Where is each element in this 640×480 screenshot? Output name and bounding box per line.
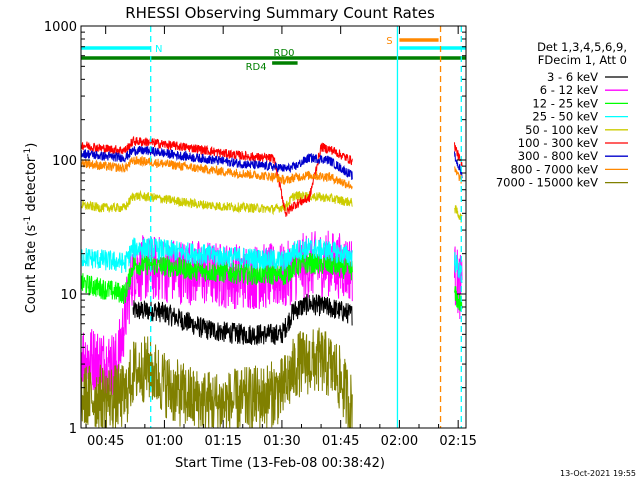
series-line xyxy=(80,251,463,312)
band-label: N xyxy=(155,44,162,55)
series-line xyxy=(80,327,353,429)
legend-header-2: FDecim 1, Att 0 xyxy=(538,53,627,67)
y-axis-label-sup2: -1 xyxy=(23,148,33,157)
legend-label: 25 - 50 keV xyxy=(532,110,598,124)
x-tick-label: 00:45 xyxy=(87,434,124,449)
series-line xyxy=(80,145,463,180)
x-axis-ticks: 00:45 01:00 01:15 01:30 01:45 02:00 02:15 xyxy=(85,26,477,449)
legend-label: 7000 - 15000 keV xyxy=(496,176,598,190)
y-axis-ticks: 1 10 100 1000 xyxy=(44,20,466,437)
band-label: S xyxy=(386,36,392,47)
legend-label: 300 - 800 keV xyxy=(518,149,598,163)
chart-title: RHESSI Observing Summary Count Rates xyxy=(125,4,435,22)
y-tick-label: 10 xyxy=(60,288,77,303)
x-tick-label: 01:00 xyxy=(146,434,183,449)
y-axis-label-main: Count Rate (s xyxy=(24,225,39,314)
x-tick-label: 01:15 xyxy=(204,434,241,449)
legend-label: 12 - 25 keV xyxy=(532,96,598,110)
legend-label: 100 - 300 keV xyxy=(518,136,598,150)
event-lines xyxy=(150,26,462,428)
y-axis-label: Count Rate (s-1 detector-1) xyxy=(23,143,39,314)
legend-header-1: Det 1,3,4,5,6,9, xyxy=(537,40,627,54)
y-axis-label-sup1: -1 xyxy=(23,216,33,225)
y-tick-label: 100 xyxy=(52,154,77,169)
series-line xyxy=(132,293,353,346)
y-axis-label-end: ) xyxy=(24,143,39,148)
series-line xyxy=(80,189,463,223)
y-axis-label-mid: detector xyxy=(24,156,39,216)
footer-timestamp: 13-Oct-2021 19:55 xyxy=(560,469,636,478)
plot-frame xyxy=(80,25,467,429)
series-curves xyxy=(80,135,463,429)
series-line xyxy=(80,237,463,284)
x-tick-label: 02:15 xyxy=(439,434,476,449)
band-label: RD0 xyxy=(274,48,295,59)
band-label: RD4 xyxy=(246,62,267,73)
legend: Det 1,3,4,5,6,9, FDecim 1, Att 0 3 - 6 k… xyxy=(496,40,628,190)
x-tick-label: 02:00 xyxy=(381,434,418,449)
y-tick-label: 1 xyxy=(69,422,77,437)
x-tick-label: 01:45 xyxy=(322,434,359,449)
x-axis-label: Start Time (13-Feb-08 00:38:42) xyxy=(175,456,385,471)
legend-label: 800 - 7000 keV xyxy=(510,162,598,176)
legend-label: 3 - 6 keV xyxy=(547,70,598,84)
series-line xyxy=(80,155,463,190)
attenuator-bands: N S RD0 RD4 xyxy=(81,36,466,73)
y-tick-label: 1000 xyxy=(44,20,77,35)
x-tick-label: 01:30 xyxy=(263,434,300,449)
legend-label: 6 - 12 keV xyxy=(540,83,598,97)
legend-label: 50 - 100 keV xyxy=(525,123,598,137)
